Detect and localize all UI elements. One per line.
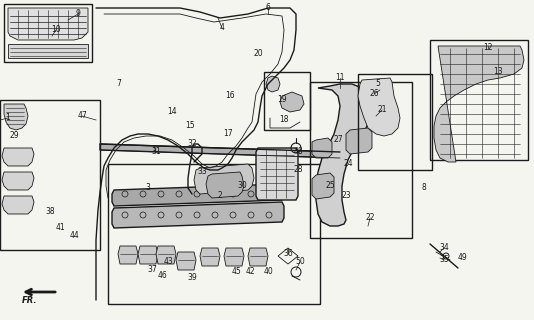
Text: 29: 29	[9, 132, 19, 140]
Text: 6: 6	[265, 4, 270, 12]
Polygon shape	[434, 46, 524, 162]
Polygon shape	[176, 252, 196, 270]
Text: 4: 4	[219, 23, 224, 33]
Text: 12: 12	[483, 44, 493, 52]
Polygon shape	[2, 172, 34, 190]
Polygon shape	[4, 104, 28, 130]
Text: 34: 34	[439, 244, 449, 252]
Polygon shape	[112, 184, 284, 206]
Text: 21: 21	[377, 106, 387, 115]
Text: 9: 9	[76, 10, 81, 19]
Text: 1: 1	[6, 114, 10, 123]
Text: 46: 46	[157, 271, 167, 281]
Text: 24: 24	[343, 159, 353, 169]
Text: 15: 15	[185, 122, 195, 131]
Text: 8: 8	[422, 183, 426, 193]
Polygon shape	[200, 248, 220, 266]
Polygon shape	[280, 92, 304, 112]
Text: 10: 10	[51, 26, 61, 35]
Text: 32: 32	[187, 140, 197, 148]
Polygon shape	[206, 172, 244, 198]
Text: 35: 35	[439, 255, 449, 265]
Polygon shape	[8, 44, 88, 58]
Text: 27: 27	[333, 135, 343, 145]
Text: 16: 16	[225, 92, 235, 100]
Text: 22: 22	[365, 213, 375, 222]
Polygon shape	[2, 148, 34, 166]
Text: 48: 48	[293, 148, 303, 156]
Text: 45: 45	[231, 268, 241, 276]
Text: 11: 11	[335, 74, 345, 83]
Text: 3: 3	[146, 183, 151, 193]
Text: FR.: FR.	[22, 296, 37, 305]
Text: 30: 30	[237, 181, 247, 190]
Polygon shape	[138, 246, 158, 264]
Polygon shape	[194, 164, 254, 194]
Bar	[358, 74, 432, 170]
Polygon shape	[112, 202, 284, 228]
Text: 40: 40	[263, 268, 273, 276]
Text: 41: 41	[55, 223, 65, 233]
Text: 39: 39	[187, 274, 197, 283]
Polygon shape	[2, 196, 34, 214]
Polygon shape	[346, 128, 372, 154]
Text: 36: 36	[283, 250, 293, 259]
Polygon shape	[256, 148, 298, 200]
Text: 42: 42	[245, 268, 255, 276]
Text: 14: 14	[167, 108, 177, 116]
Text: 37: 37	[147, 266, 157, 275]
Text: 47: 47	[77, 111, 87, 121]
Text: 13: 13	[493, 68, 503, 76]
Polygon shape	[312, 173, 334, 199]
Text: 19: 19	[277, 95, 287, 105]
Text: 28: 28	[293, 165, 303, 174]
Text: 18: 18	[279, 116, 289, 124]
Polygon shape	[312, 138, 332, 158]
Polygon shape	[266, 76, 280, 92]
Bar	[4, 4, 92, 62]
Text: 33: 33	[197, 167, 207, 177]
Polygon shape	[118, 246, 138, 264]
Polygon shape	[8, 8, 88, 40]
Bar	[310, 82, 412, 238]
Text: 43: 43	[163, 258, 173, 267]
Text: 49: 49	[457, 253, 467, 262]
Polygon shape	[100, 144, 340, 158]
Text: 31: 31	[151, 148, 161, 156]
Text: 5: 5	[375, 78, 380, 87]
Bar	[264, 72, 310, 130]
Polygon shape	[316, 84, 370, 226]
Text: 7: 7	[116, 79, 121, 89]
Text: 17: 17	[223, 130, 233, 139]
Text: 2: 2	[218, 191, 222, 201]
Polygon shape	[224, 248, 244, 266]
Polygon shape	[156, 246, 176, 264]
Polygon shape	[248, 248, 268, 266]
Bar	[108, 164, 320, 304]
Text: 20: 20	[253, 50, 263, 59]
Bar	[0, 100, 100, 250]
Text: 44: 44	[69, 231, 79, 241]
Text: 26: 26	[369, 90, 379, 99]
Polygon shape	[358, 78, 400, 136]
Bar	[430, 40, 528, 160]
Text: 23: 23	[341, 191, 351, 201]
Text: 50: 50	[295, 258, 305, 267]
Text: 38: 38	[45, 207, 55, 217]
Text: 25: 25	[325, 181, 335, 190]
